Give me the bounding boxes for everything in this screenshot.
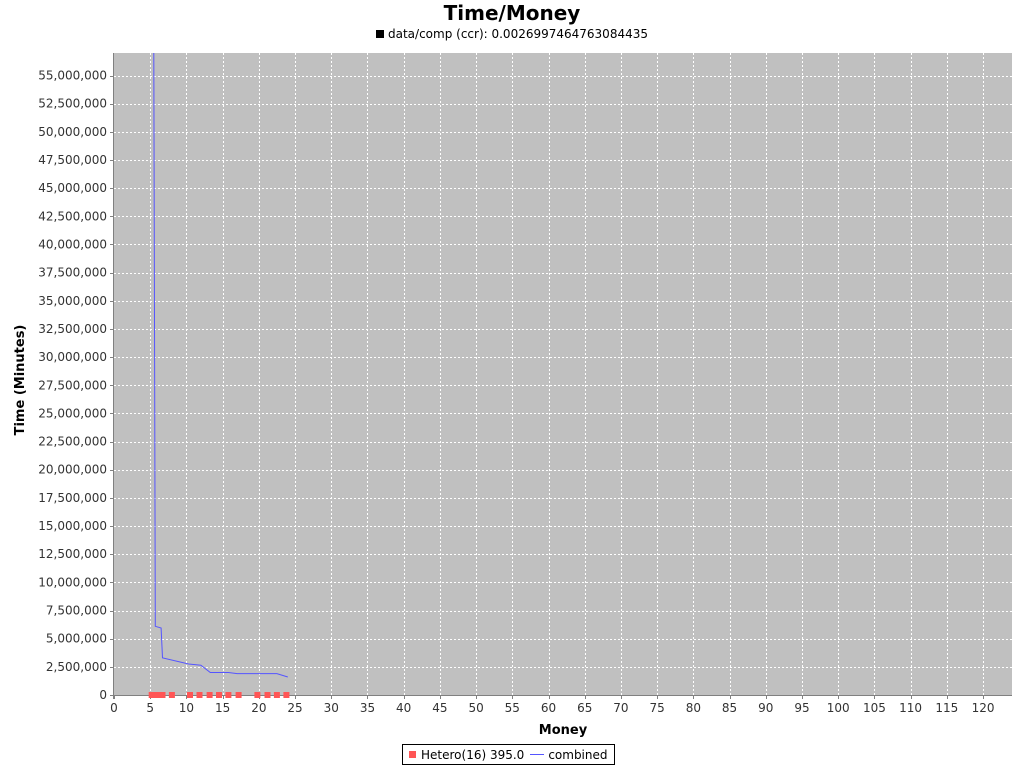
legend-hetero-label: Hetero(16) 395.0 [421,747,525,762]
hetero-point [159,692,166,698]
x-tick-label: 20 [251,701,266,715]
hetero-point [187,692,193,698]
y-tick-label: 10,000,000 [38,575,107,589]
subtitle-text: data/comp (ccr): 0.0026997464763084435 [388,27,648,41]
hetero-point [254,692,261,698]
plot-background [114,53,1012,695]
x-tick-label: 110 [899,701,922,715]
y-tick-label: 50,000,000 [38,125,107,139]
y-tick-label: 7,500,000 [46,604,107,618]
y-tick-label: 42,500,000 [38,209,107,223]
x-axis-label: Money [539,723,588,738]
x-tick-label: 55 [505,701,520,715]
y-tick-label: 47,500,000 [38,153,107,167]
y-tick-label: 2,500,000 [46,660,107,674]
x-tick-label: 25 [287,701,302,715]
hetero-point [168,692,175,698]
x-tick-label: 95 [794,701,809,715]
y-tick-label: 5,000,000 [46,632,107,646]
hetero-point [283,692,290,698]
y-tick-label: 37,500,000 [38,266,107,280]
hetero-point [235,692,242,698]
series-hetero [148,692,290,698]
y-tick-label: 52,500,000 [38,97,107,111]
combined-line [153,52,288,678]
y-tick-label: 20,000,000 [38,463,107,477]
y-tick-label: 25,000,000 [38,406,107,420]
hetero-point [206,692,213,698]
chart-title: Time/Money [443,1,581,25]
x-tick-label: 10 [179,701,194,715]
legend-hetero-square-icon [409,751,416,758]
y-tick-label: 12,500,000 [38,547,107,561]
x-tick-label: 50 [468,701,483,715]
y-tick-label: 0 [99,688,107,702]
hetero-point [225,692,232,698]
x-tick-label: 15 [215,701,230,715]
x-tick-label: 115 [935,701,958,715]
x-tick-label: 45 [432,701,447,715]
y-axis-label: Time (Minutes) [13,325,28,436]
hetero-point [196,692,203,698]
hetero-point [216,692,222,698]
subtitle-square-icon [376,30,384,38]
hetero-point [155,692,162,698]
y-tick-label: 32,500,000 [38,322,107,336]
y-tick-label: 17,500,000 [38,491,107,505]
x-tick-label: 75 [650,701,665,715]
x-tick-label: 40 [396,701,411,715]
hetero-point [273,692,280,698]
x-tick-label: 80 [686,701,701,715]
x-tick-label: 90 [758,701,773,715]
y-tick-label: 27,500,000 [38,378,107,392]
y-tick-label: 45,000,000 [38,181,107,195]
x-tick-label: 65 [577,701,592,715]
y-tick-label: 40,000,000 [38,237,107,251]
x-tick-label: 60 [541,701,556,715]
hetero-point [148,692,155,698]
legend: Hetero(16) 395.0 combined [402,744,615,765]
y-tick-label: 35,000,000 [38,294,107,308]
y-tick-label: 22,500,000 [38,435,107,449]
y-tick-label: 55,000,000 [38,69,107,83]
x-tick-label: 105 [863,701,886,715]
gridlines [114,53,1012,695]
chart-subtitle: data/comp (ccr): 0.0026997464763084435 [0,27,1024,41]
x-tick-label: 85 [722,701,737,715]
axes: 0 5 10 15 20 25 30 35 40 45 50 55 60 65 70 75 80 85 90 95 10… [38,53,1012,715]
series-combined [153,52,288,678]
legend-combined-line-icon [530,754,545,755]
x-tick-label: 35 [360,701,375,715]
x-tick-label: 5 [146,701,154,715]
y-tick-label: 15,000,000 [38,519,107,533]
x-tick-label: 0 [110,701,118,715]
hetero-point [152,692,159,698]
x-tick-label: 30 [324,701,339,715]
x-tick-label: 120 [972,701,995,715]
x-tick-label: 70 [613,701,628,715]
y-tick-label: 30,000,000 [38,350,107,364]
legend-combined-label: combined [548,747,608,762]
hetero-point [264,692,271,698]
x-tick-label: 100 [827,701,850,715]
